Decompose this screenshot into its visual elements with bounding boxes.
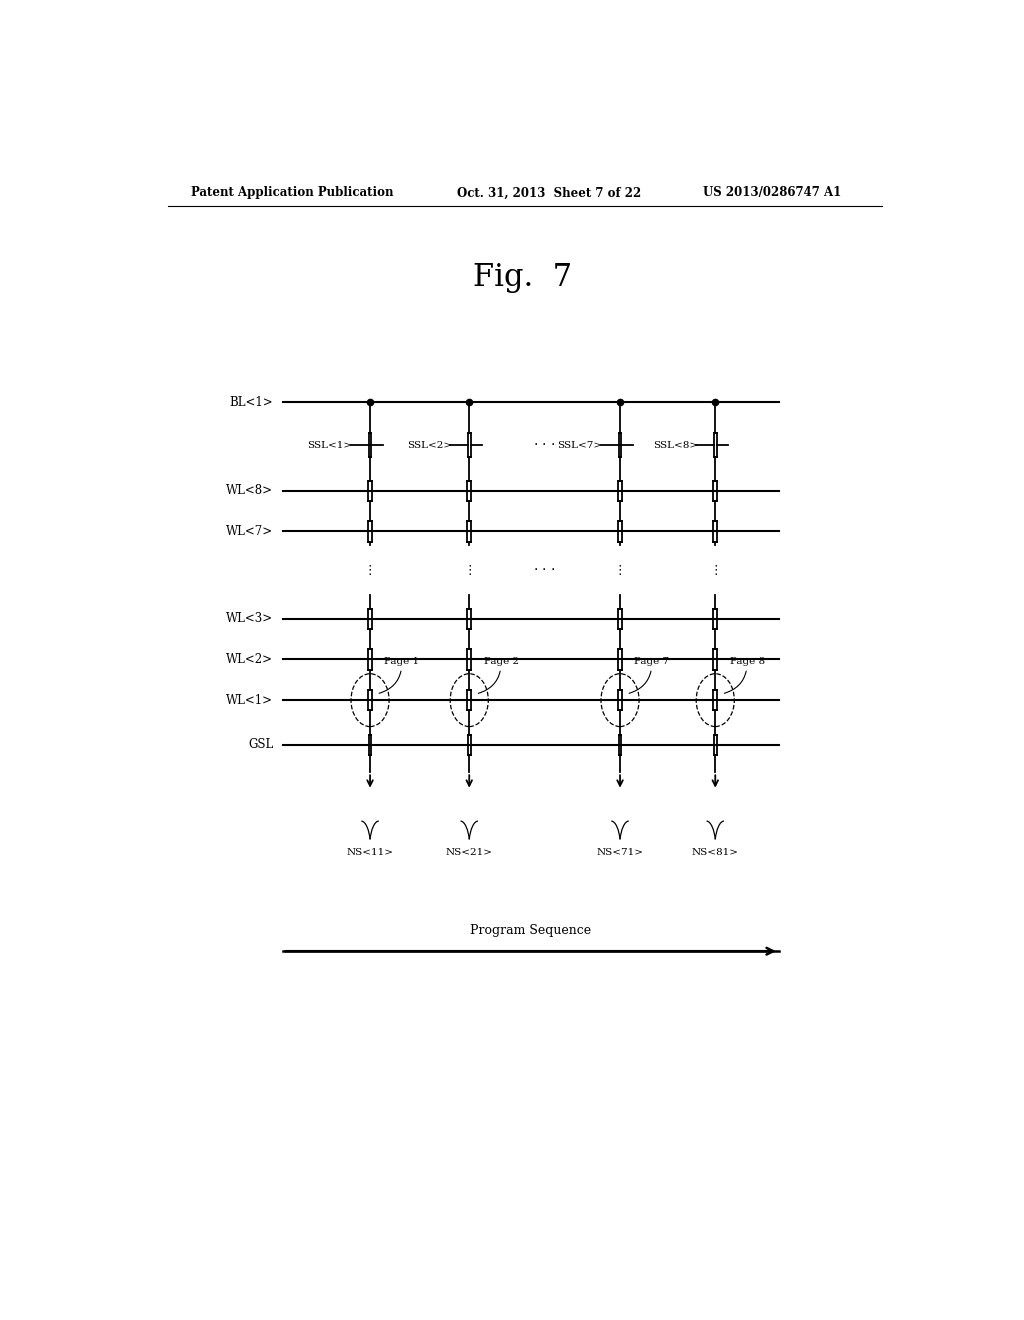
Text: SSL<7>: SSL<7> (557, 441, 602, 450)
Text: Patent Application Publication: Patent Application Publication (191, 186, 394, 199)
Text: Oct. 31, 2013  Sheet 7 of 22: Oct. 31, 2013 Sheet 7 of 22 (458, 186, 642, 199)
Text: US 2013/0286747 A1: US 2013/0286747 A1 (703, 186, 842, 199)
Text: Page 2: Page 2 (478, 656, 519, 693)
Text: NS<11>: NS<11> (346, 847, 393, 857)
Text: ⋮: ⋮ (364, 564, 376, 577)
Text: GSL: GSL (248, 738, 273, 751)
Text: WL<2>: WL<2> (226, 653, 273, 667)
Text: ⋮: ⋮ (463, 564, 475, 577)
Text: Program Sequence: Program Sequence (470, 924, 591, 937)
Text: BL<1>: BL<1> (229, 396, 273, 409)
Text: ⋮: ⋮ (709, 564, 722, 577)
Text: Page 1: Page 1 (379, 656, 420, 693)
Text: SSL<2>: SSL<2> (407, 441, 452, 450)
Text: WL<8>: WL<8> (226, 484, 273, 498)
Text: ⋮: ⋮ (613, 564, 627, 577)
Text: NS<71>: NS<71> (597, 847, 643, 857)
Text: WL<1>: WL<1> (226, 693, 273, 706)
Text: NS<81>: NS<81> (692, 847, 738, 857)
Text: SSL<8>: SSL<8> (652, 441, 697, 450)
Text: Page 7: Page 7 (629, 656, 670, 693)
Text: Fig.  7: Fig. 7 (473, 261, 572, 293)
Text: WL<7>: WL<7> (226, 525, 273, 539)
Text: NS<21>: NS<21> (445, 847, 493, 857)
Text: Page 8: Page 8 (724, 656, 765, 693)
Text: $\cdot$ $\cdot$ $\cdot$: $\cdot$ $\cdot$ $\cdot$ (534, 564, 556, 577)
Text: WL<3>: WL<3> (226, 612, 273, 626)
Text: $\cdot$ $\cdot$ $\cdot$: $\cdot$ $\cdot$ $\cdot$ (534, 438, 556, 451)
Text: SSL<1>: SSL<1> (307, 441, 352, 450)
